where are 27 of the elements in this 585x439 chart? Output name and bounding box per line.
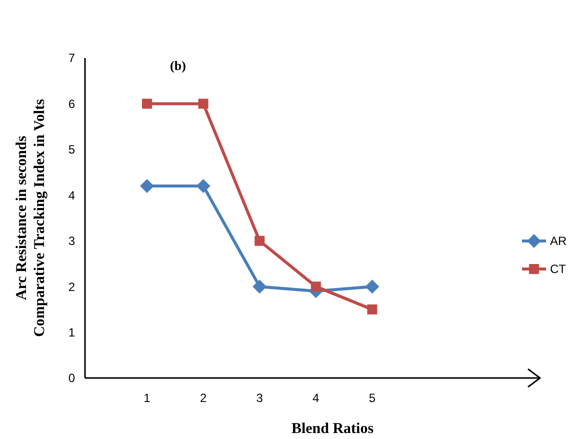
y-tick-label: 1 — [68, 325, 76, 340]
x-axis-title: Blend Ratios — [291, 421, 374, 437]
point — [367, 304, 378, 314]
y-tick-label: 7 — [68, 51, 76, 66]
point — [252, 280, 267, 294]
point — [142, 98, 152, 109]
y-axis-title: Arc Resistance in seconds Comparative Tracking Index in Volts — [14, 98, 48, 337]
y-tick-label: 4 — [68, 188, 76, 202]
legend-label: AR — [550, 234, 568, 248]
x-tick-label: 3 — [256, 391, 264, 405]
x-tick-label: 2 — [200, 391, 207, 405]
y-tick-label: 5 — [68, 142, 76, 157]
y-tick-label: 0 — [68, 371, 76, 386]
annotation: (b) — [170, 58, 186, 73]
point — [140, 179, 154, 193]
y-tick-label: 2 — [68, 280, 76, 294]
x-tick-label: 1 — [144, 391, 151, 405]
y-tick-label: 3 — [68, 234, 76, 248]
point — [310, 282, 321, 292]
point — [196, 179, 210, 193]
x-tick-label: 4 — [312, 391, 320, 405]
legend-label: CT — [550, 262, 567, 276]
point — [254, 236, 265, 246]
point — [365, 280, 380, 294]
point — [198, 98, 208, 109]
x-tick-label: 5 — [368, 391, 376, 405]
y-tick-label: 6 — [68, 96, 76, 111]
